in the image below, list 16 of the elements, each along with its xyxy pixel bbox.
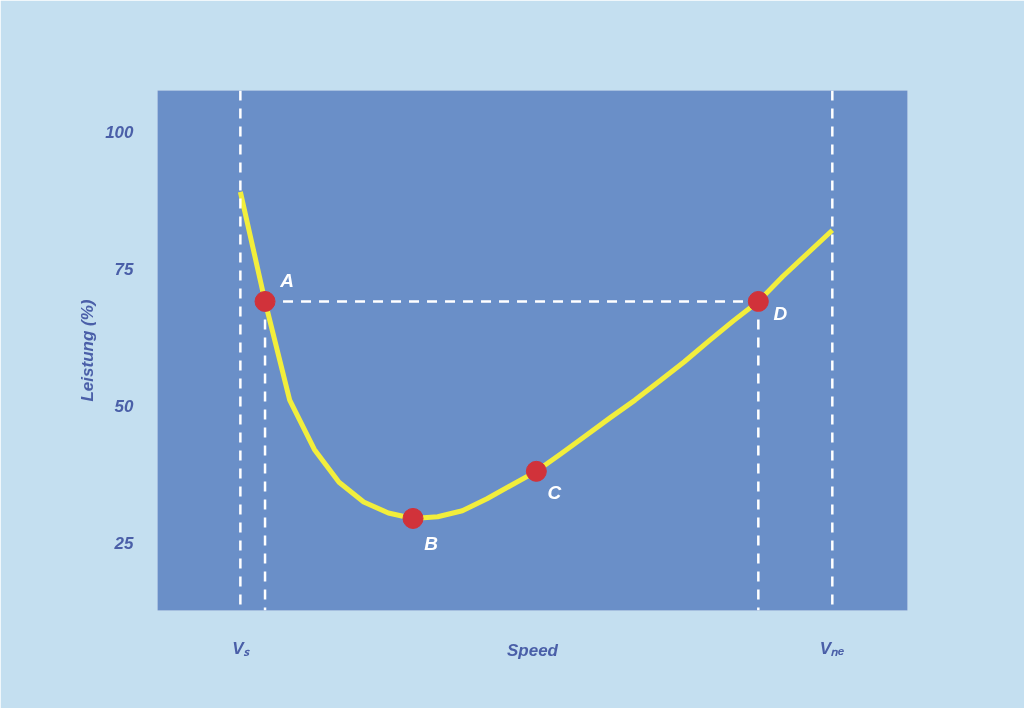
y-tick-label: 50 <box>114 396 135 416</box>
x-axis-title: Speed <box>506 640 559 660</box>
x-tick-label: Vₛ <box>232 638 251 658</box>
point <box>747 290 769 312</box>
annotation: B <box>424 532 439 554</box>
y-axis-title: Leistung (%) <box>78 299 98 402</box>
y-tick-label: 25 <box>113 533 135 553</box>
x-tick-label: Vₙₑ <box>819 638 845 658</box>
point <box>402 507 424 529</box>
annotation: A <box>279 269 294 291</box>
point <box>254 290 276 312</box>
annotation: D <box>773 302 788 324</box>
annotation: C <box>547 481 562 503</box>
point <box>525 460 547 482</box>
y-tick-label: 100 <box>105 122 135 142</box>
y-tick-label: 75 <box>114 259 135 279</box>
